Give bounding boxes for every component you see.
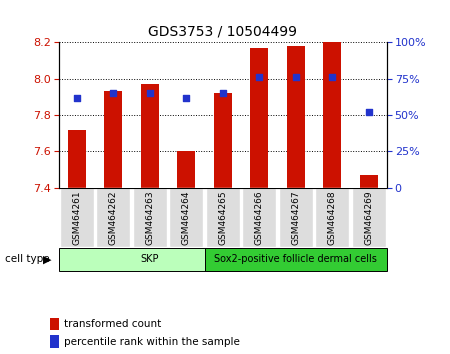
Bar xyxy=(140,84,159,188)
Text: Sox2-positive follicle dermal cells: Sox2-positive follicle dermal cells xyxy=(214,254,377,264)
Bar xyxy=(360,175,378,188)
Text: GSM464267: GSM464267 xyxy=(291,190,300,245)
Bar xyxy=(96,188,130,247)
Point xyxy=(110,90,117,96)
Bar xyxy=(58,248,241,271)
Point xyxy=(256,74,263,80)
Text: SKP: SKP xyxy=(140,254,159,264)
Bar xyxy=(250,48,268,188)
Text: percentile rank within the sample: percentile rank within the sample xyxy=(64,337,240,347)
Text: GSM464262: GSM464262 xyxy=(109,190,118,245)
Text: GSM464261: GSM464261 xyxy=(72,190,81,245)
Text: GSM464263: GSM464263 xyxy=(145,190,154,245)
Bar xyxy=(323,42,342,188)
Text: cell type: cell type xyxy=(4,254,49,264)
Text: ▶: ▶ xyxy=(43,254,51,264)
Text: GSM464268: GSM464268 xyxy=(328,190,337,245)
Bar xyxy=(133,188,166,247)
Bar xyxy=(204,248,387,271)
Point xyxy=(292,74,299,80)
Text: GSM464266: GSM464266 xyxy=(255,190,264,245)
Point xyxy=(328,74,336,80)
Bar xyxy=(214,93,232,188)
Bar xyxy=(170,188,203,247)
Bar xyxy=(68,130,86,188)
Text: GSM464265: GSM464265 xyxy=(218,190,227,245)
Bar xyxy=(287,46,305,188)
Bar xyxy=(104,91,122,188)
Bar xyxy=(206,188,239,247)
Bar xyxy=(352,188,386,247)
Text: GSM464264: GSM464264 xyxy=(182,190,191,245)
Bar xyxy=(60,188,94,247)
Point xyxy=(146,90,153,96)
Bar xyxy=(279,188,313,247)
Point xyxy=(219,90,226,96)
Bar xyxy=(177,152,195,188)
Bar xyxy=(50,336,59,348)
Text: transformed count: transformed count xyxy=(64,319,162,329)
Text: GSM464269: GSM464269 xyxy=(364,190,373,245)
Point xyxy=(365,109,372,115)
Point xyxy=(73,95,81,101)
Bar xyxy=(315,188,349,247)
Bar xyxy=(243,188,276,247)
Point xyxy=(183,95,190,101)
Bar xyxy=(50,318,59,330)
Title: GDS3753 / 10504499: GDS3753 / 10504499 xyxy=(148,24,297,39)
